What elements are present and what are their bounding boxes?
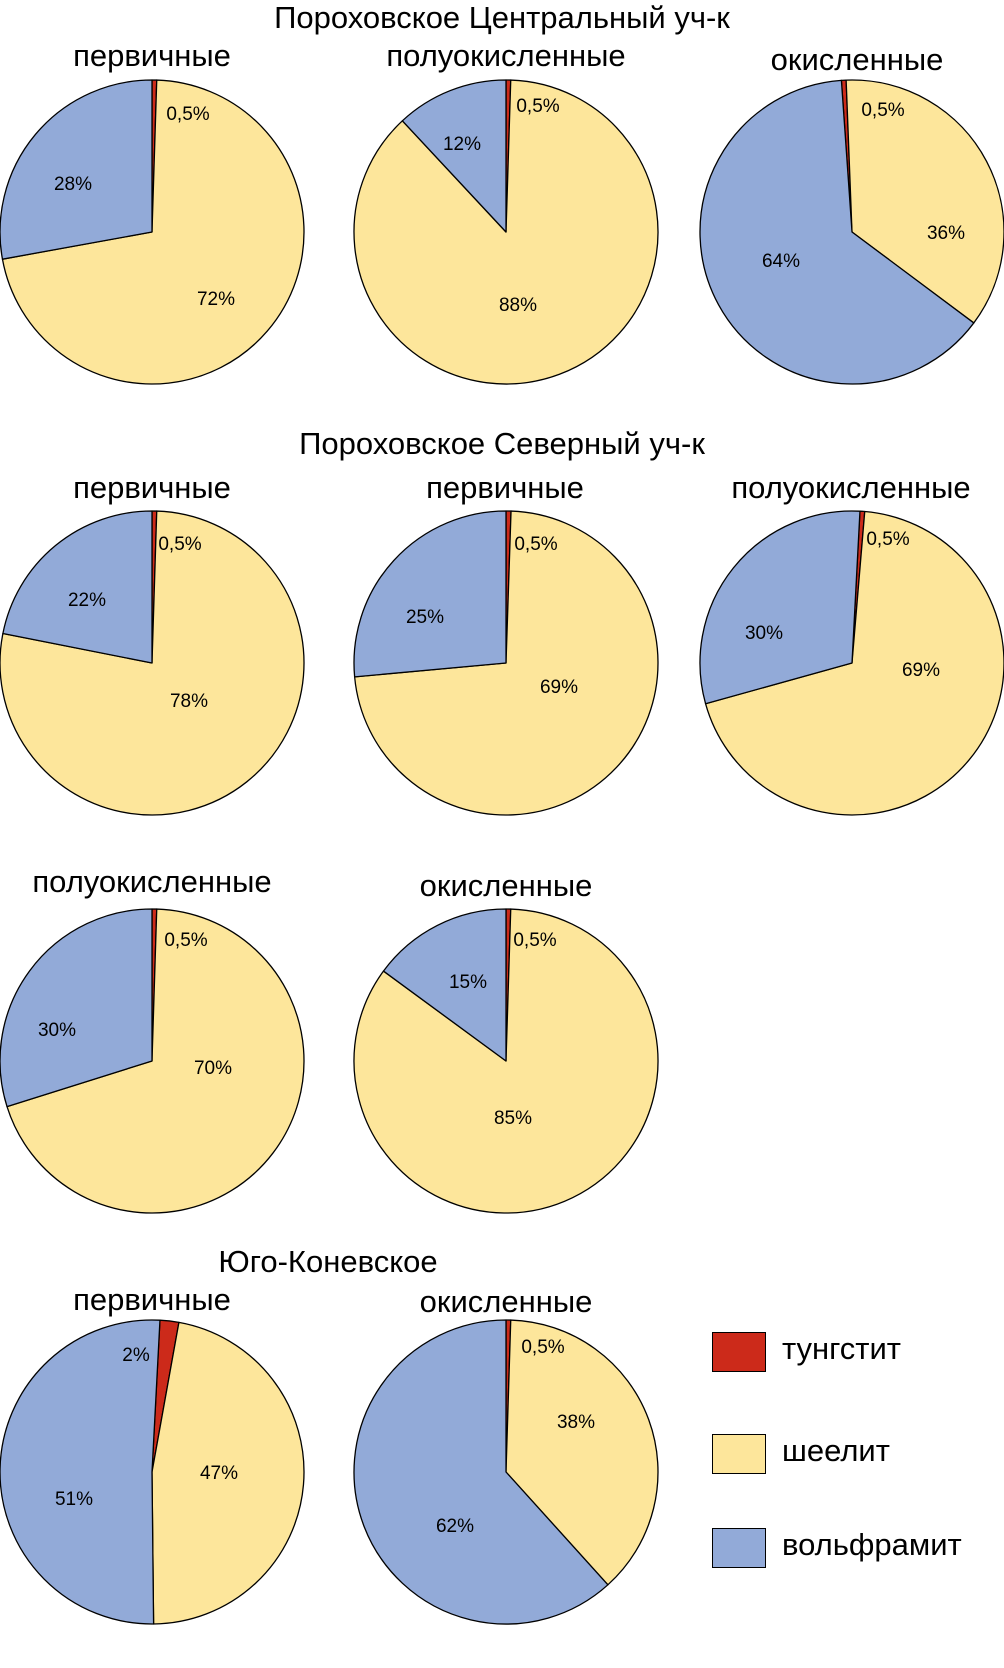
pie-title: полуокисленные [731,470,971,505]
slice-label-scheelite: 85% [494,1108,532,1129]
legend-swatch-scheelite [712,1434,766,1474]
slice-label-tungstite: 0,5% [158,534,201,555]
slice-label-scheelite: 38% [557,1412,595,1433]
pie-slice-wolframite [0,908,153,1108]
slice-label-scheelite: 47% [200,1463,238,1484]
pie-title: первичные [73,38,231,73]
legend-label-wolframite: вольфрамит [782,1527,962,1562]
slice-label-tungstite: 0,5% [861,100,904,121]
section-title-north: Пороховское Северный уч-к [299,426,705,461]
slice-label-scheelite: 36% [927,223,965,244]
slice-label-wolframite: 30% [745,623,783,644]
slice-label-tungstite: 0,5% [516,96,559,117]
slice-label-wolframite: 25% [406,607,444,628]
pie-slice-scheelite [151,1321,305,1625]
slice-label-wolframite: 64% [762,251,800,272]
pie-title: первичные [426,470,584,505]
slice-label-scheelite: 69% [540,677,578,698]
pie-title: окисленные [419,868,593,903]
pie-title: окисленные [419,1284,593,1319]
pie-slice-scheelite [845,79,1004,324]
pie-slice-scheelite [6,908,305,1214]
pie-slice-wolframite [699,510,861,705]
pie-title: первичные [73,1282,231,1317]
section-title-yugo-konevskoe: Юго-Коневское [218,1244,438,1279]
pie-slice-wolframite [353,1319,609,1625]
slice-label-tungstite: 0,5% [866,529,909,550]
pie-title: полуокисленные [386,38,626,73]
pie-slice-wolframite [0,79,153,260]
legend-label-tungstite: тунгстит [782,1331,902,1366]
pie-slice-wolframite [699,79,975,385]
slice-label-scheelite: 78% [170,691,208,712]
pie-title: первичные [73,470,231,505]
pie-slice-wolframite [0,1319,161,1625]
slice-label-wolframite: 28% [54,174,92,195]
slice-label-wolframite: 22% [68,590,106,611]
slice-label-wolframite: 30% [38,1020,76,1041]
slice-label-wolframite: 15% [449,972,487,993]
slice-label-wolframite: 51% [55,1489,93,1510]
slice-label-scheelite: 69% [902,660,940,681]
slice-label-wolframite: 62% [436,1516,474,1537]
pie-slice-wolframite [2,510,153,664]
section-title-central: Пороховское Центральный уч-к [274,0,730,35]
slice-label-scheelite: 70% [194,1058,232,1079]
pie-slice-wolframite [353,510,507,678]
pie-slice-wolframite [401,79,507,233]
pie-slice-scheelite [505,1319,659,1586]
pie-slice-scheelite [704,510,1004,816]
slice-label-tungstite: 0,5% [164,930,207,951]
slice-label-tungstite: 0,5% [521,1337,564,1358]
pie-title: окисленные [770,42,944,77]
legend-swatch-wolframite [712,1528,766,1568]
legend-label-scheelite: шеелит [782,1433,890,1468]
legend-swatch-tungstite [712,1332,766,1372]
pie-slice-wolframite [382,908,507,1062]
slice-label-tungstite: 0,5% [166,104,209,125]
slice-label-scheelite: 88% [499,295,537,316]
slice-label-tungstite: 0,5% [514,534,557,555]
slice-label-wolframite: 12% [443,134,481,155]
slice-label-scheelite: 72% [197,289,235,310]
slice-label-tungstite: 2% [122,1345,150,1366]
pie-slice-scheelite [1,79,305,385]
slice-label-tungstite: 0,5% [513,930,556,951]
pie-title: полуокисленные [32,864,272,899]
